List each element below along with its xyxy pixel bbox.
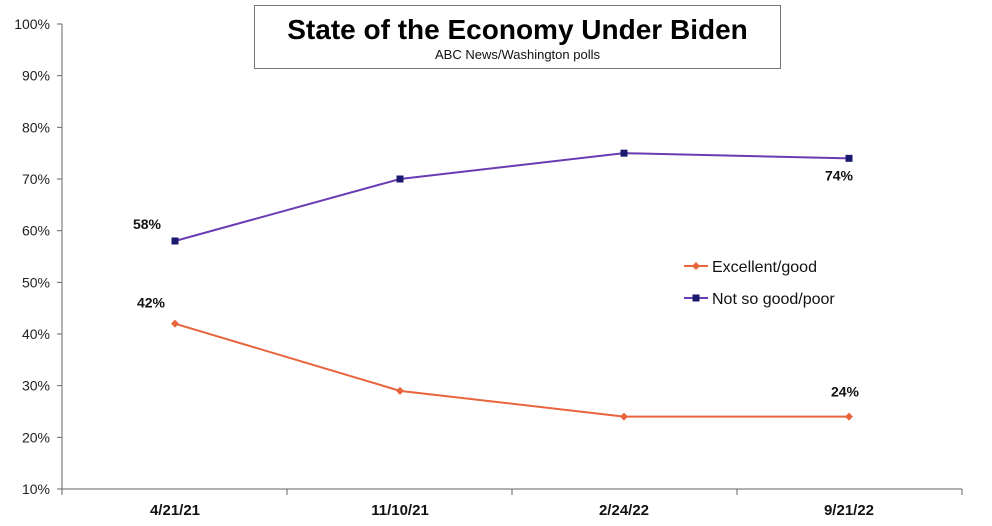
legend-swatch-marker: [692, 294, 700, 302]
x-tick-label: 4/21/21: [150, 502, 200, 519]
x-tick-label: 11/10/21: [371, 502, 429, 519]
y-tick-label: 100%: [14, 16, 50, 32]
x-axis: 4/21/21 11/10/21 2/24/22 9/21/22: [61, 488, 963, 519]
data-point-marker: [171, 319, 179, 328]
chart-title-box: State of the Economy Under Biden ABC New…: [254, 5, 781, 69]
y-tick-label: 30%: [22, 378, 50, 394]
chart-subtitle: ABC News/Washington polls: [435, 47, 600, 62]
x-tick-label: 2/24/22: [599, 502, 649, 519]
data-point-marker: [396, 175, 404, 183]
y-axis: 10% 20% 30% 40% 50% 60% 70% 80% 90% 100%: [14, 16, 63, 497]
data-point-marker: [171, 237, 179, 245]
y-tick-label: 70%: [22, 171, 50, 187]
data-point-marker: [620, 412, 628, 421]
series-layer: [171, 149, 853, 421]
y-tick-label: 60%: [22, 223, 50, 239]
y-tick-label: 10%: [22, 481, 50, 497]
data-labels: 42% 24% 58% 74%: [133, 167, 860, 399]
y-tick-label: 20%: [22, 429, 50, 445]
y-tick-label: 50%: [22, 274, 50, 290]
legend-swatch-marker: [692, 262, 700, 270]
series-line-excellent-good: [174, 322, 849, 418]
data-point-marker: [845, 154, 853, 162]
data-label: 42%: [137, 295, 166, 311]
data-point-marker: [396, 386, 404, 395]
data-point-marker: [845, 412, 853, 421]
data-label: 58%: [133, 216, 162, 232]
y-tick-label: 40%: [22, 326, 50, 342]
series-line-not-so-good-poor: [174, 152, 850, 242]
x-tick-label: 9/21/22: [824, 502, 874, 519]
legend: Excellent/good Not so good/poor: [684, 259, 835, 308]
y-tick-label: 80%: [22, 119, 50, 135]
legend-label: Not so good/poor: [712, 291, 835, 308]
chart-title: State of the Economy Under Biden: [287, 14, 748, 45]
data-label: 24%: [831, 384, 860, 400]
legend-label: Excellent/good: [712, 259, 817, 276]
data-point-marker: [620, 149, 628, 157]
data-label: 74%: [825, 167, 854, 183]
y-tick-label: 90%: [22, 68, 50, 84]
